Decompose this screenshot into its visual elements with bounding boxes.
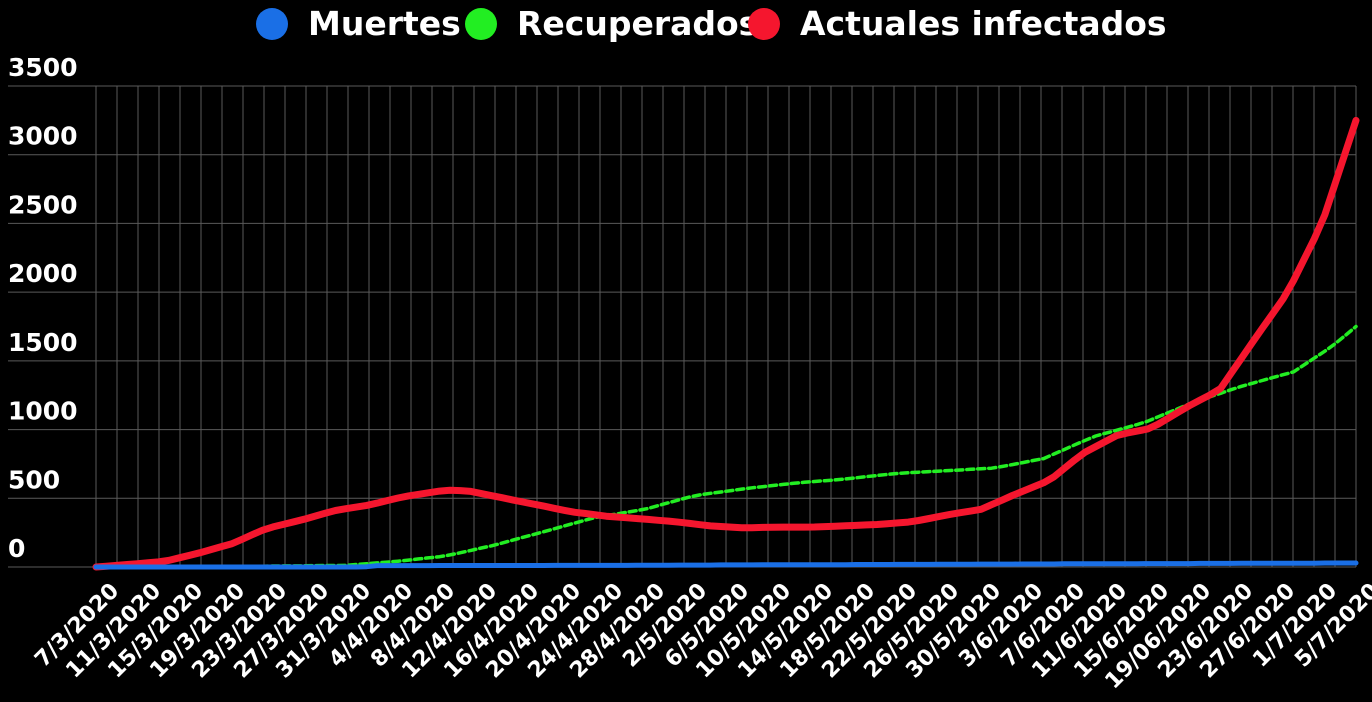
legend-marker bbox=[256, 8, 288, 40]
y-tick-label: 2000 bbox=[8, 259, 78, 288]
y-tick-label: 500 bbox=[8, 465, 60, 494]
legend-marker bbox=[748, 8, 780, 40]
y-tick-label: 1000 bbox=[8, 397, 78, 426]
y-tick-label: 3500 bbox=[8, 53, 78, 82]
legend-item: Recuperados bbox=[465, 4, 758, 43]
series-line-actuales-infectados bbox=[92, 116, 1360, 571]
legend-label: Muertes bbox=[308, 4, 461, 43]
series-line-muertes bbox=[93, 560, 1359, 570]
x-axis: 7/3/202011/3/202015/3/202019/3/202023/3/… bbox=[30, 579, 1372, 695]
y-axis: 0 500 1000 1500 2000 2500 3000 3500 bbox=[8, 53, 78, 563]
y-tick-label: 0 bbox=[8, 534, 25, 563]
y-tick-label: 3000 bbox=[8, 122, 78, 151]
legend-label: Recuperados bbox=[517, 4, 758, 43]
plot-area bbox=[92, 116, 1360, 571]
legend-marker bbox=[465, 8, 497, 40]
gridlines bbox=[8, 85, 1357, 568]
y-tick-label: 2500 bbox=[8, 190, 78, 219]
legend-item: Muertes bbox=[256, 4, 461, 43]
legend-item: Actuales infectados bbox=[748, 4, 1167, 43]
legend: Muertes Recuperados Actuales infectados bbox=[256, 4, 1167, 43]
legend-label: Actuales infectados bbox=[800, 4, 1167, 43]
y-tick-label: 1500 bbox=[8, 328, 78, 357]
